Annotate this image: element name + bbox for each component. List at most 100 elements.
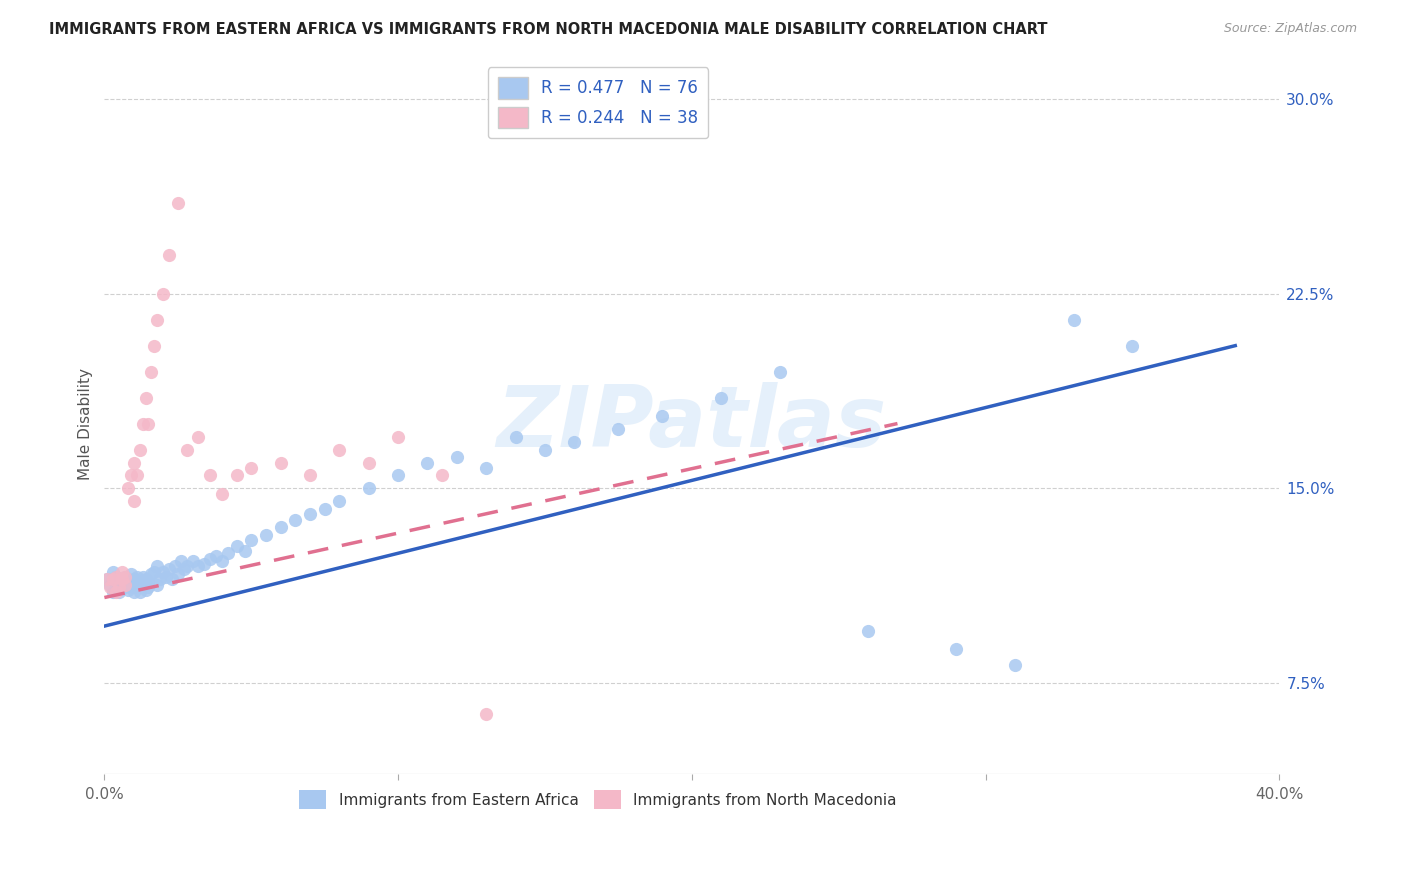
Point <box>176 559 198 574</box>
Point <box>163 559 186 574</box>
Point <box>198 468 221 483</box>
Point <box>651 409 673 423</box>
Point <box>211 554 233 568</box>
Point <box>117 574 139 589</box>
Point <box>134 573 156 587</box>
Point <box>205 549 228 563</box>
Point <box>125 468 148 483</box>
Point <box>128 585 150 599</box>
Point <box>108 585 131 599</box>
Point <box>117 582 139 597</box>
Point <box>96 573 118 587</box>
Point <box>120 468 142 483</box>
Point <box>131 577 153 591</box>
Point <box>138 574 160 589</box>
Point <box>1121 338 1143 352</box>
Point <box>152 565 174 579</box>
Point <box>170 554 193 568</box>
Point <box>314 502 336 516</box>
Point <box>108 580 131 594</box>
Point <box>298 508 321 522</box>
Point <box>103 585 125 599</box>
Point <box>1004 658 1026 673</box>
Point <box>105 585 128 599</box>
Point <box>710 391 733 405</box>
Point <box>298 468 321 483</box>
Point <box>328 442 350 457</box>
Point <box>173 562 195 576</box>
Point <box>141 567 163 582</box>
Point <box>446 450 468 465</box>
Point <box>108 574 131 589</box>
Point <box>240 460 263 475</box>
Point <box>120 577 142 591</box>
Point <box>357 456 380 470</box>
Point <box>181 554 204 568</box>
Point <box>217 546 239 560</box>
Point <box>387 468 409 483</box>
Point <box>122 494 145 508</box>
Point <box>270 456 292 470</box>
Point <box>160 573 183 587</box>
Point <box>117 482 139 496</box>
Point <box>111 577 134 591</box>
Point <box>240 533 263 548</box>
Point <box>138 580 160 594</box>
Point <box>143 565 166 579</box>
Point <box>225 539 247 553</box>
Point <box>505 429 527 443</box>
Point <box>157 248 180 262</box>
Point <box>122 456 145 470</box>
Point <box>211 486 233 500</box>
Point <box>155 570 177 584</box>
Point <box>198 551 221 566</box>
Point <box>187 559 209 574</box>
Point <box>122 585 145 599</box>
Legend: Immigrants from Eastern Africa, Immigrants from North Macedonia: Immigrants from Eastern Africa, Immigran… <box>292 784 903 815</box>
Point <box>430 468 453 483</box>
Point <box>111 565 134 579</box>
Point <box>98 580 121 594</box>
Point <box>131 570 153 584</box>
Point <box>176 442 198 457</box>
Point <box>125 570 148 584</box>
Point <box>1063 312 1085 326</box>
Point <box>146 577 169 591</box>
Point <box>270 520 292 534</box>
Point <box>769 365 792 379</box>
Point <box>564 434 586 449</box>
Text: IMMIGRANTS FROM EASTERN AFRICA VS IMMIGRANTS FROM NORTH MACEDONIA MALE DISABILIT: IMMIGRANTS FROM EASTERN AFRICA VS IMMIGR… <box>49 22 1047 37</box>
Point <box>96 573 118 587</box>
Point <box>166 195 188 210</box>
Point <box>141 365 163 379</box>
Point <box>114 577 136 591</box>
Point <box>143 338 166 352</box>
Point <box>111 573 134 587</box>
Point <box>131 417 153 431</box>
Point <box>152 286 174 301</box>
Point <box>134 391 156 405</box>
Point <box>128 574 150 589</box>
Point <box>114 570 136 584</box>
Point <box>416 456 439 470</box>
Point <box>105 570 128 584</box>
Point <box>166 567 188 582</box>
Point <box>120 567 142 582</box>
Point <box>284 513 307 527</box>
Point <box>534 442 557 457</box>
Point <box>945 642 967 657</box>
Point <box>157 562 180 576</box>
Text: Source: ZipAtlas.com: Source: ZipAtlas.com <box>1223 22 1357 36</box>
Point <box>114 570 136 584</box>
Point <box>125 577 148 591</box>
Point <box>105 580 128 594</box>
Point <box>357 482 380 496</box>
Point <box>122 580 145 594</box>
Point <box>193 557 215 571</box>
Text: ZIPatlas: ZIPatlas <box>496 382 887 465</box>
Point <box>328 494 350 508</box>
Point <box>103 573 125 587</box>
Point <box>387 429 409 443</box>
Point <box>475 460 498 475</box>
Point <box>856 624 879 639</box>
